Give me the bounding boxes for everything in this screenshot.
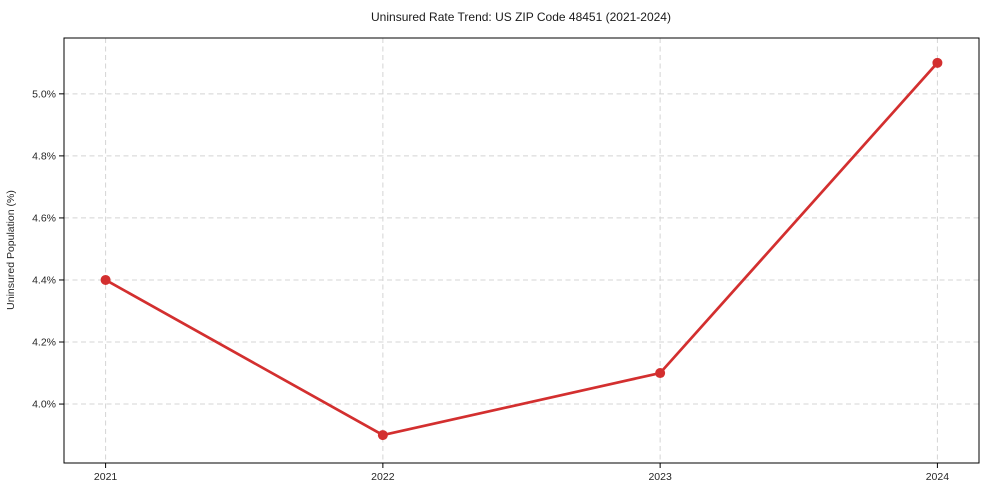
- data-point-marker: [100, 274, 111, 285]
- y-axis-label: Uninsured Population (%): [5, 190, 17, 310]
- y-tick-label: 4.2%: [32, 337, 56, 349]
- data-point-marker: [932, 57, 943, 68]
- grid-layer: [64, 38, 979, 463]
- data-layer: [100, 57, 943, 441]
- axis-frame: [63, 37, 980, 464]
- x-tick-label: 2023: [648, 471, 672, 483]
- y-tick-label: 4.0%: [32, 399, 56, 411]
- data-point-marker: [655, 368, 666, 379]
- y-tick-label: 4.6%: [32, 212, 56, 224]
- axis-layer: 4.0% 4.2% 4.4% 4.6% 4.8% 5.0% 2021 2022 2023 2024: [32, 37, 980, 483]
- y-tick-label: 4.4%: [32, 274, 56, 286]
- y-tick-label: 4.8%: [32, 150, 56, 162]
- trend-line: [104, 61, 939, 437]
- x-tick-label: 2022: [371, 471, 395, 483]
- x-tick-label: 2024: [926, 471, 950, 483]
- chart-title: Uninsured Rate Trend: US ZIP Code 48451 …: [371, 10, 671, 24]
- y-tick-label: 5.0%: [32, 88, 56, 100]
- x-tick-label: 2021: [94, 471, 118, 483]
- data-point-marker: [377, 430, 388, 441]
